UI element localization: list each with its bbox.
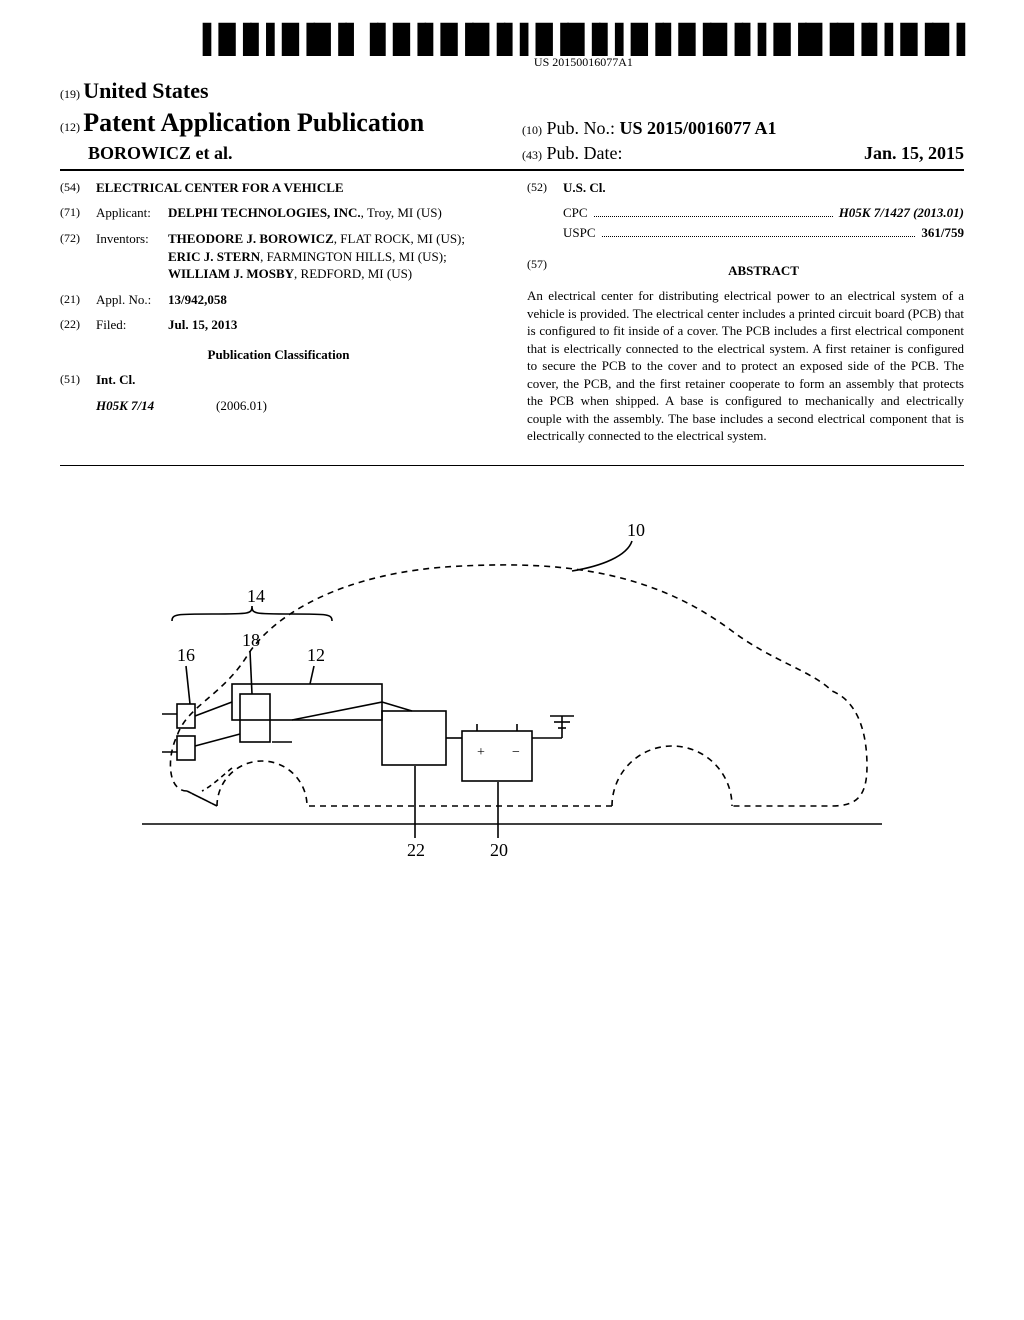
pubdate-label: Pub. Date: <box>547 143 623 163</box>
inventors-value: THEODORE J. BOROWICZ, FLAT ROCK, MI (US)… <box>168 230 497 283</box>
filed-value: Jul. 15, 2013 <box>168 316 497 334</box>
patent-figure: 14 18 16 12 <box>132 506 892 866</box>
applno-label: Appl. No.: <box>96 291 168 309</box>
dots-icon <box>602 227 916 237</box>
applicant-label: Applicant: <box>96 204 168 222</box>
cpc-label: CPC <box>563 204 588 222</box>
applno-code: (21) <box>60 291 96 307</box>
fig-label-16: 16 <box>177 645 195 665</box>
barcode-block: ▌█▐▌▌█▐█▐▌▐▌█▐▌█▐█▐▌▌█▐█▐▌▌█▐▌█▐█▐▌▌█▐█▐… <box>203 30 964 70</box>
fig-label-14: 14 <box>247 586 265 606</box>
pub-title: Patent Application Publication <box>83 108 424 137</box>
fig-label-22: 22 <box>407 840 425 860</box>
pubdate-value: Jan. 15, 2015 <box>864 141 964 165</box>
code-pub: (12) <box>60 120 80 134</box>
uscl-label: U.S. Cl. <box>563 179 964 197</box>
cpc-value: H05K 7/1427 (2013.01) <box>839 204 964 222</box>
applicant-value: DELPHI TECHNOLOGIES, INC. <box>168 205 361 220</box>
abstract-title: ABSTRACT <box>563 262 964 280</box>
filed-code: (22) <box>60 316 96 332</box>
intcl-class: H05K 7/14 <box>96 397 216 415</box>
invention-title: ELECTRICAL CENTER FOR A VEHICLE <box>96 179 497 197</box>
inventors-code: (72) <box>60 230 96 246</box>
barcode-number: US 20150016077A1 <box>203 54 964 70</box>
pubclass-title: Publication Classification <box>60 346 497 364</box>
inventors-label: Inventors: <box>96 230 168 248</box>
code-pubno: (10) <box>522 123 542 137</box>
filed-label: Filed: <box>96 316 168 334</box>
abstract-text: An electrical center for distributing el… <box>527 287 964 445</box>
applicant-code: (71) <box>60 204 96 220</box>
battery-plus: + <box>477 745 485 760</box>
applno-value: 13/942,058 <box>168 291 497 309</box>
country: United States <box>83 78 208 103</box>
fig-label-12: 12 <box>307 645 325 665</box>
intcl-date: (2006.01) <box>216 397 267 415</box>
uspc-value: 361/759 <box>921 224 964 242</box>
fig-label-18: 18 <box>242 630 260 650</box>
applicant-loc: Troy, MI (US) <box>367 205 442 220</box>
barcode-graphic: ▌█▐▌▌█▐█▐▌▐▌█▐▌█▐█▐▌▌█▐█▐▌▌█▐▌█▐█▐▌▌█▐█▐… <box>203 30 964 50</box>
fig-label-10: 10 <box>627 520 645 540</box>
pubno-value: US 2015/0016077 A1 <box>620 118 777 138</box>
abstract-code: (57) <box>527 256 563 288</box>
inventor-name: THEODORE J. BOROWICZ <box>168 231 334 246</box>
title-code: (54) <box>60 179 96 195</box>
battery-minus: − <box>512 745 520 760</box>
authors-line: BOROWICZ et al. <box>88 143 233 163</box>
dots-icon <box>594 207 833 217</box>
fig-label-20: 20 <box>490 840 508 860</box>
pubno-label: Pub. No.: <box>547 118 616 138</box>
inventor-name: WILLIAM J. MOSBY <box>168 266 294 281</box>
intcl-label: Int. Cl. <box>96 371 497 389</box>
uscl-code: (52) <box>527 179 563 195</box>
inventor-name: ERIC J. STERN <box>168 249 260 264</box>
code-pubdate: (43) <box>522 148 542 162</box>
uspc-label: USPC <box>563 224 596 242</box>
code-country: (19) <box>60 87 80 101</box>
intcl-code: (51) <box>60 371 96 387</box>
